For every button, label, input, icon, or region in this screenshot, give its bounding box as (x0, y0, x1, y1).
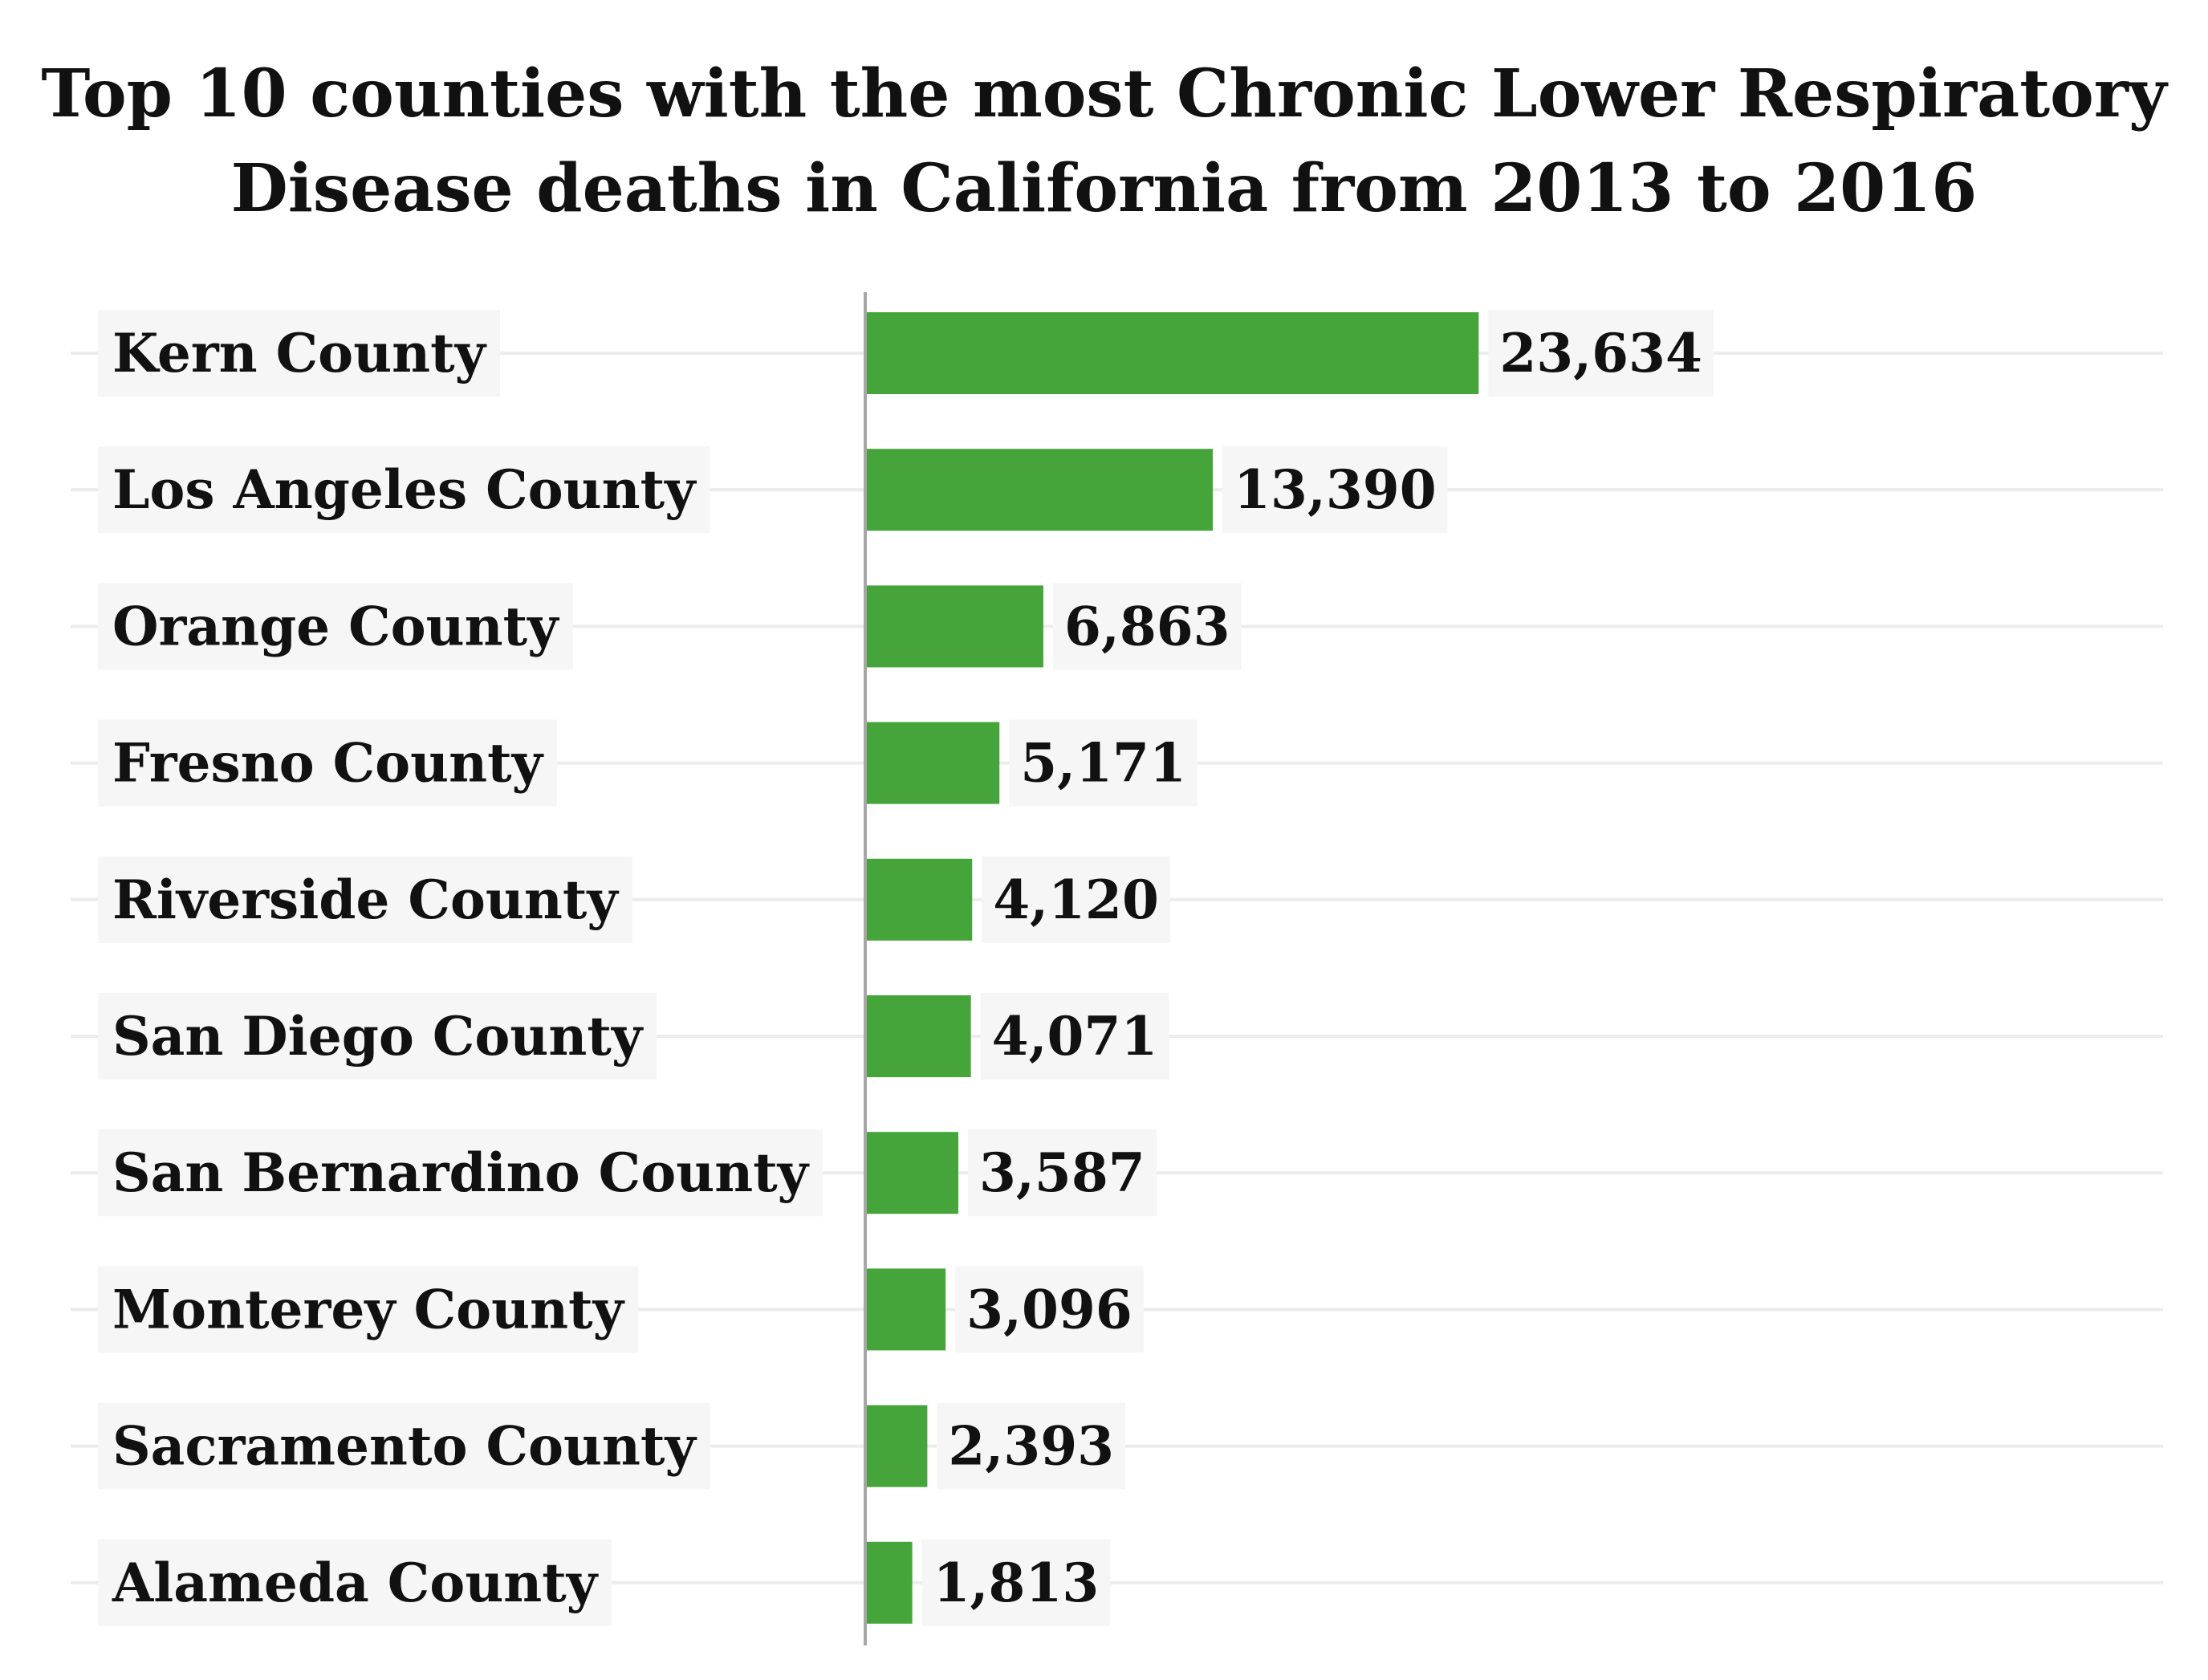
category-labels: Kern County Los Angeles County Orange Coun… (98, 310, 823, 1626)
category-label-bg (98, 1402, 710, 1490)
category-label: Monterey County (112, 1278, 625, 1340)
category-label-bg (98, 1129, 823, 1217)
value-label-bg (921, 1539, 1111, 1626)
value-label-bg (1009, 719, 1198, 807)
category-label: Riverside County (112, 868, 619, 931)
category-label-bg (98, 856, 632, 943)
category-label-bg (98, 1266, 638, 1353)
category-label: Fresno County (112, 732, 544, 795)
category-label: Kern County (112, 322, 487, 384)
category-label: Sacramento County (112, 1415, 697, 1478)
bar (865, 585, 1043, 668)
bar (865, 1132, 959, 1214)
category-label-bg (98, 583, 573, 670)
category-label: San Diego County (112, 1005, 644, 1068)
value-label-bg (1488, 310, 1714, 397)
category-label-bg (98, 446, 710, 534)
gridlines (71, 352, 2163, 1584)
value-label: 3,096 (966, 1278, 1132, 1340)
category-label-bg (98, 1539, 612, 1626)
value-label: 13,390 (1234, 458, 1437, 521)
category-label: Alameda County (112, 1552, 599, 1614)
bar (865, 1541, 913, 1624)
value-label-bg (982, 856, 1170, 943)
bar (865, 449, 1214, 531)
chart-title-line-2: Disease deaths in California from 2013 t… (230, 150, 1978, 227)
bar (865, 1268, 946, 1351)
category-label-bg (98, 719, 557, 807)
chart-title-line-1: Top 10 counties with the most Chronic Lo… (41, 55, 2167, 132)
value-labels: 23,634 13,390 6,863 5,171 4,120 4,071 3,587 3,0… (921, 310, 1714, 1626)
category-label: Los Angeles County (112, 458, 697, 521)
value-label: 3,587 (979, 1141, 1145, 1204)
value-label-bg (1052, 583, 1242, 670)
value-label-bg (1222, 446, 1448, 534)
category-label: Orange County (112, 595, 559, 657)
value-label: 1,813 (933, 1552, 1100, 1614)
value-label: 4,071 (992, 1005, 1158, 1068)
category-label-bg (98, 993, 657, 1080)
bar (865, 858, 973, 941)
bar (865, 312, 1479, 394)
bar (865, 995, 971, 1077)
bar (865, 722, 1000, 804)
value-label: 2,393 (948, 1415, 1114, 1478)
category-label-bg (98, 310, 500, 397)
value-label-bg (955, 1266, 1144, 1353)
value-label-bg (968, 1129, 1157, 1217)
chart-title: Top 10 counties with the most Chronic Lo… (0, 47, 2208, 236)
value-label: 4,120 (993, 868, 1159, 931)
value-label: 23,634 (1499, 322, 1702, 384)
category-label: San Bernardino County (112, 1141, 810, 1204)
value-label-bg (980, 993, 1169, 1080)
bar (865, 1405, 928, 1487)
bars (865, 312, 1479, 1624)
value-label: 6,863 (1064, 595, 1230, 657)
value-label: 5,171 (1020, 732, 1186, 795)
value-label-bg (937, 1402, 1126, 1490)
